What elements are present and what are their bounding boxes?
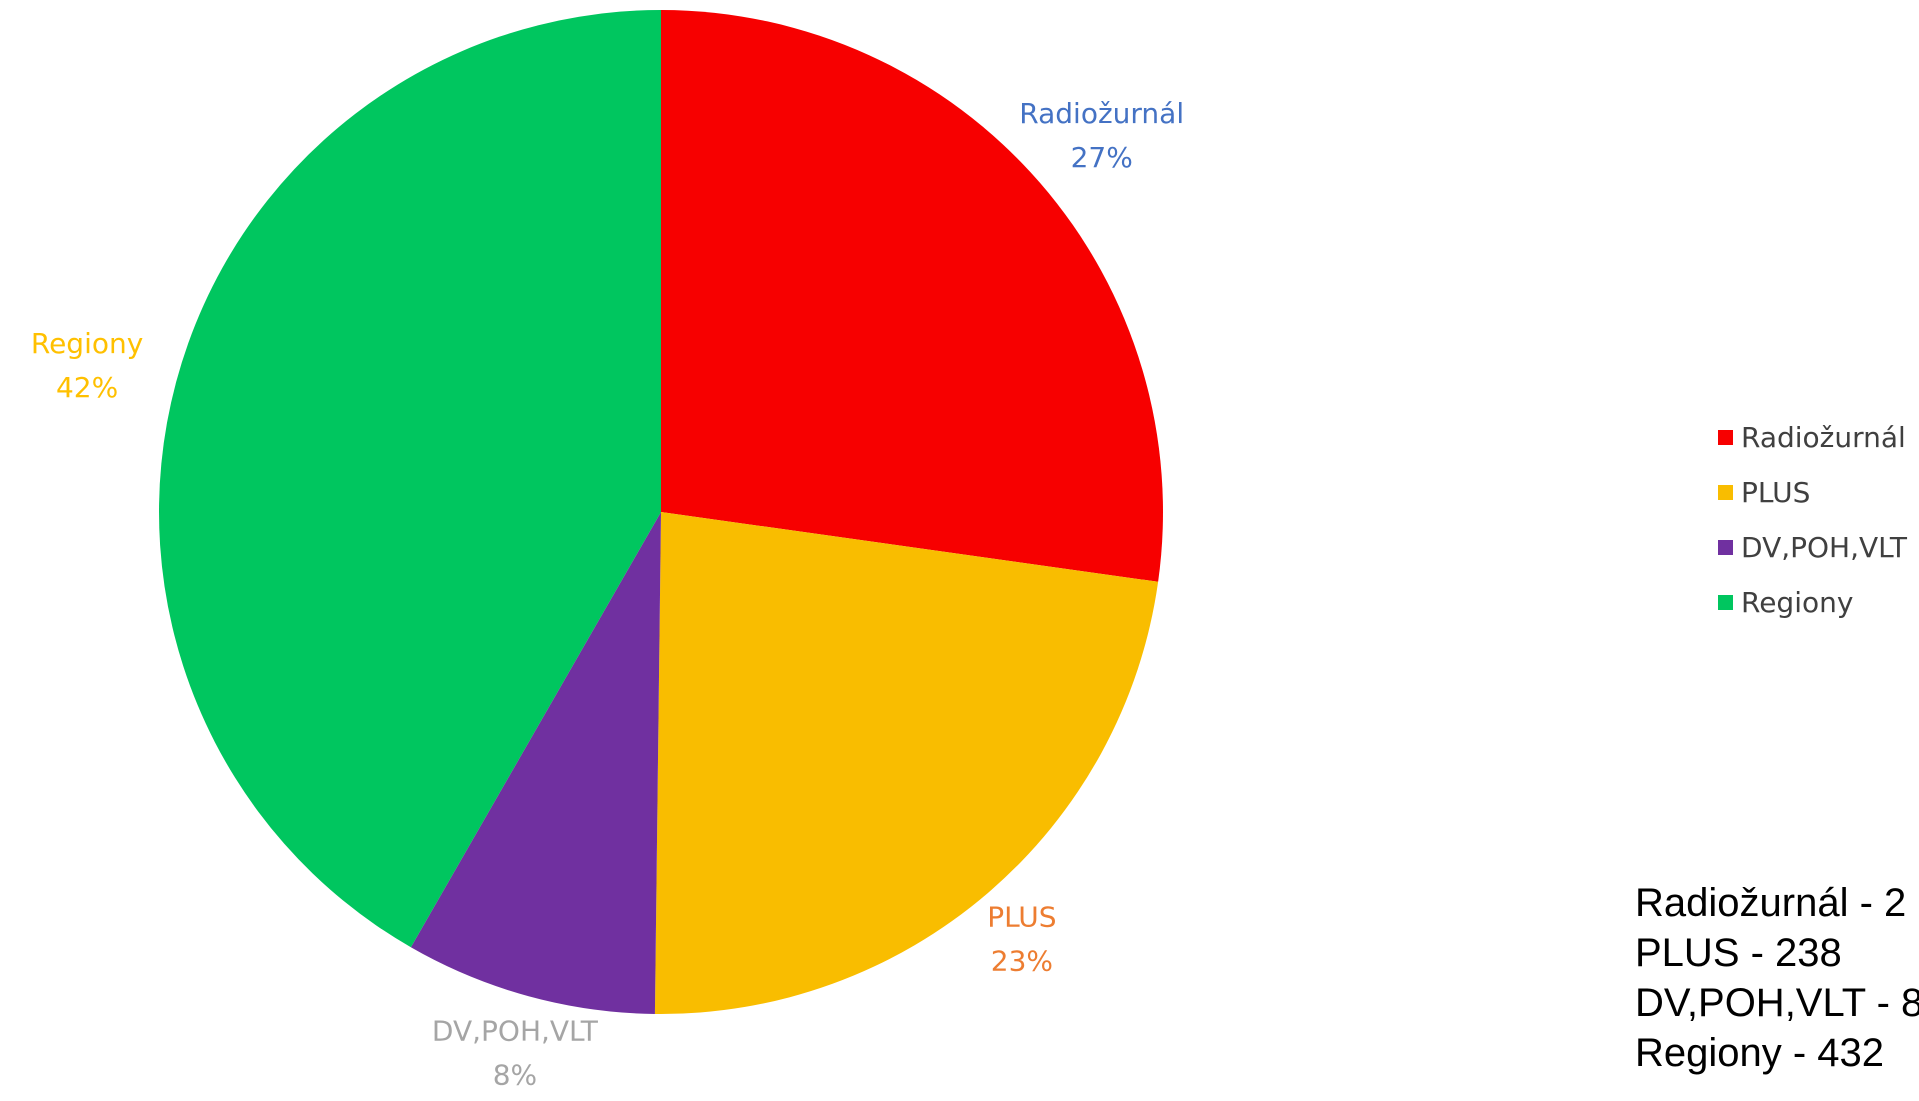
pie-data-labels: Radiožurnál 27% PLUS 23% DV,POH,VLT 8% Regiony… bbox=[31, 97, 1184, 1092]
totals-line-dv-poh-vlt: DV,POH,VLT - 8 bbox=[1635, 981, 1919, 1025]
legend-swatch-regiony bbox=[1718, 595, 1733, 610]
data-label-percent-radiozurnal: 27% bbox=[1071, 141, 1133, 174]
data-label-name-radiozurnal: Radiožurnál bbox=[1019, 97, 1184, 130]
legend-label-radiozurnal: Radiožurnál bbox=[1741, 421, 1906, 454]
legend-item-radiozurnal: Radiožurnál bbox=[1718, 410, 1907, 465]
data-label-percent-regiony: 42% bbox=[56, 371, 118, 404]
legend-swatch-dv-poh-vlt bbox=[1718, 540, 1733, 555]
legend-item-dv-poh-vlt: DV,POH,VLT bbox=[1718, 520, 1907, 575]
data-label-percent-plus: 23% bbox=[991, 944, 1053, 977]
pie-slice-plus bbox=[654, 512, 1159, 1014]
totals-line-plus: PLUS - 238 bbox=[1635, 931, 1842, 975]
data-label-name-plus: PLUS bbox=[987, 900, 1056, 933]
pie-slices bbox=[159, 10, 1163, 1014]
totals-line-radiozurnal: Radiožurnál - 2 bbox=[1635, 881, 1907, 925]
chart-legend: Radiožurnál PLUS DV,POH,VLT Regiony bbox=[1718, 410, 1907, 630]
legend-label-regiony: Regiony bbox=[1741, 586, 1854, 619]
pie-slice-dv-poh-vlt bbox=[410, 512, 661, 1014]
legend-label-dv-poh-vlt: DV,POH,VLT bbox=[1741, 531, 1908, 564]
data-label-name-dv-poh-vlt: DV,POH,VLT bbox=[432, 1014, 599, 1047]
data-label-name-regiony: Regiony bbox=[31, 327, 143, 360]
data-label-percent-dv-poh-vlt: 8% bbox=[493, 1058, 537, 1091]
legend-item-plus: PLUS bbox=[1718, 465, 1907, 520]
legend-label-plus: PLUS bbox=[1741, 476, 1811, 509]
totals-line-regiony: Regiony - 432 bbox=[1635, 1031, 1885, 1075]
totals-text-block: Radiožurnál - 2 PLUS - 238 DV,POH,VLT - … bbox=[1635, 878, 1919, 1078]
pie-slice-regiony bbox=[159, 10, 661, 948]
legend-item-regiony: Regiony bbox=[1718, 575, 1907, 630]
legend-swatch-radiozurnal bbox=[1718, 430, 1733, 445]
pie-slice-radiozurnal bbox=[661, 10, 1163, 582]
legend-swatch-plus bbox=[1718, 485, 1733, 500]
